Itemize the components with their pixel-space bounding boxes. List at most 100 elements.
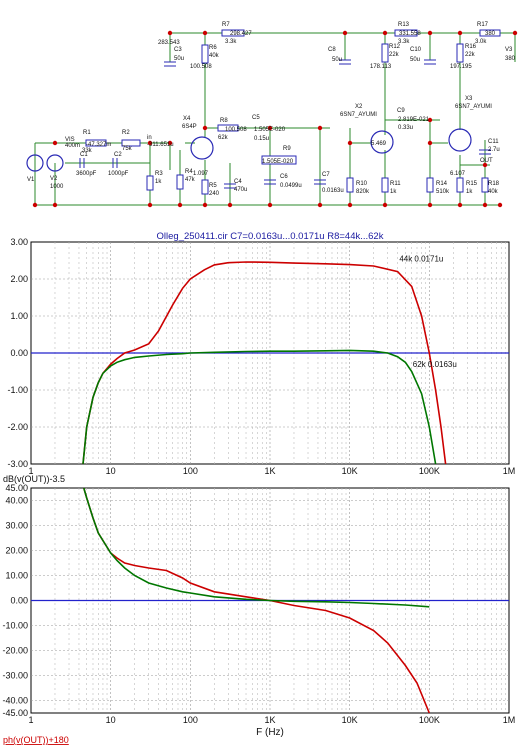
schematic-label-r16n: 197.195 bbox=[450, 64, 472, 70]
schematic-label-c6v: 0.0499u bbox=[280, 183, 302, 189]
schematic-label-r5: R5 bbox=[209, 183, 217, 189]
schematic-label-r7k: 3.3k bbox=[225, 39, 237, 45]
schematic-label-c11v: 2.7u bbox=[488, 147, 500, 153]
x-tick-label: 10 bbox=[106, 466, 116, 476]
y-tick-label: 0.00 bbox=[10, 348, 28, 358]
schematic-label-r4: R4 bbox=[185, 169, 193, 175]
schematic-label-c4v: 470u bbox=[234, 187, 247, 193]
schematic-label-v2v: 1000 bbox=[50, 184, 64, 190]
x-tick-label: 1M bbox=[503, 715, 516, 725]
phase-chart: 45.00 40.00 30.00 20.00 10.00 0.00 -10.00 -20.0… bbox=[2, 483, 515, 745]
schematic-label-r1k: 33k bbox=[82, 148, 93, 154]
schematic-label-c10: C10 bbox=[410, 47, 422, 53]
y-tick-label: 45.00 bbox=[5, 483, 28, 493]
schematic-label-c7v: 0.0163u bbox=[322, 188, 344, 194]
schematic-label-r9: R9 bbox=[283, 146, 291, 152]
schematic-label-r15v: 1k bbox=[466, 189, 473, 195]
schematic-label-r7: R7 bbox=[222, 22, 230, 28]
schematic-label-r12v: 22k bbox=[389, 52, 400, 58]
schematic-label-r10v: 820k bbox=[356, 189, 370, 195]
schematic-label-r18v: 40k bbox=[488, 189, 499, 195]
schematic-label-r3v: 1k bbox=[155, 179, 162, 185]
y-axis-label: ph(v(OUT))+180 bbox=[3, 735, 69, 745]
y-tick-label: 0.00 bbox=[10, 596, 28, 606]
schematic-label-r11v: 1k bbox=[390, 189, 397, 195]
schematic-label-r5v: 240 bbox=[209, 191, 220, 197]
schematic-label-x3n: 6.107 bbox=[450, 171, 466, 177]
y-tick-label: -2.00 bbox=[7, 422, 28, 432]
schematic-label-r2: R2 bbox=[122, 130, 130, 136]
schematic-label-x3v: 6SN7_AYUMI bbox=[455, 104, 492, 110]
x-tick-label: 1M bbox=[503, 466, 516, 476]
schematic-label-r1n: -47.327m bbox=[86, 142, 111, 148]
y-tick-label: -30.00 bbox=[2, 671, 28, 681]
schematic-label-x2v: 6SN7_AYUMI bbox=[340, 112, 377, 118]
schematic-label-r1: R1 bbox=[83, 130, 91, 136]
plot-area: 3.002.001.000.00-1.00-2.00-3.001 10 100 1K 1… bbox=[2, 231, 515, 745]
x-tick-label: 100 bbox=[183, 715, 198, 725]
schematic-label-c3v: 50u bbox=[174, 56, 184, 62]
schematic-label-r14: R14 bbox=[436, 181, 448, 187]
schematic-label-inv: -311.651u bbox=[147, 142, 174, 148]
schematic-label-c3: C3 bbox=[174, 47, 182, 53]
schematic-label-r14v: 510k bbox=[436, 189, 450, 195]
schematic-label-c7: C7 bbox=[322, 172, 330, 178]
x-axis-label: F (Hz) bbox=[256, 727, 284, 738]
schematic-label-r6: R6 bbox=[209, 45, 217, 51]
schematic-label-r1v: 400m bbox=[65, 143, 80, 149]
schematic-label-c8: C8 bbox=[328, 47, 336, 53]
x-tick-label: 100K bbox=[419, 715, 440, 725]
y-tick-label: 2.00 bbox=[10, 274, 28, 284]
schematic-label-x2n: 5.469 bbox=[371, 141, 387, 147]
schematic-label-v2: V2 bbox=[50, 176, 58, 182]
schematic-label-r16: R16 bbox=[465, 44, 477, 50]
schematic-label-r12: R12 bbox=[389, 44, 401, 50]
schematic-label-r16v: 22k bbox=[465, 52, 476, 58]
magnitude-chart: 3.00 2.00 1.00 0.00 -1.00 -2.00 -3.001 10 100 1K 1… bbox=[3, 231, 515, 484]
schematic-label-c2: C2 bbox=[114, 152, 122, 158]
schematic-label-r6v: 40k bbox=[209, 53, 220, 59]
schematic-label-r18: R18 bbox=[488, 181, 500, 187]
schematic-label-r6n: 100.508 bbox=[190, 64, 212, 70]
schematic-label-out: OUT bbox=[480, 158, 493, 164]
schematic-label-in: in bbox=[147, 135, 152, 141]
y-tick-label: -40.00 bbox=[2, 696, 28, 706]
series-line-1 bbox=[82, 261, 447, 464]
x-tick-label: 100 bbox=[183, 466, 198, 476]
schematic-label-c1v: 3600pF bbox=[76, 171, 97, 177]
schematic-label-x4n: 1.097 bbox=[193, 171, 209, 177]
schematic-label-r10: R10 bbox=[356, 181, 368, 187]
schematic-label-v3v: 380 bbox=[505, 56, 516, 62]
schematic-label-r12n: 178.113 bbox=[370, 64, 392, 70]
schematic-label-c4: C4 bbox=[234, 179, 242, 185]
schematic-label-c5v: 0.15u bbox=[254, 136, 269, 142]
y-tick-label: 30.00 bbox=[5, 521, 28, 531]
x-tick-label: 10K bbox=[342, 715, 358, 725]
x-tick-label: 1 bbox=[28, 715, 33, 725]
schematic-label-x2: X2 bbox=[355, 104, 363, 110]
schematic-label-v3: V3 bbox=[505, 47, 513, 53]
schematic-label-c2v: 1000pF bbox=[108, 171, 129, 177]
schematic-label-c5n: 1.505E-020 bbox=[254, 127, 286, 133]
schematic-label-c3n: 283.543 bbox=[158, 40, 180, 46]
schematic-label-r17v: 380 bbox=[485, 31, 496, 37]
curve-annotation: 62k 0.0163u bbox=[413, 360, 457, 369]
schematic-label-r13: R13 bbox=[398, 22, 410, 28]
schematic-label-vis: VIS bbox=[65, 137, 75, 143]
schematic-label-r8n: 100.508 bbox=[225, 127, 247, 133]
series-line-2 bbox=[83, 488, 430, 608]
schematic-label-c6: C6 bbox=[280, 174, 288, 180]
schematic-label-c10v: 50u bbox=[410, 57, 420, 63]
schematic-label-r17k: 3.0k bbox=[475, 39, 487, 45]
y-tick-label: 1.00 bbox=[10, 311, 28, 321]
schematic-label-r8v: 62k bbox=[218, 135, 229, 141]
schematic-label-r2v: 75k bbox=[122, 146, 133, 152]
schematic-label-c5: C5 bbox=[252, 115, 260, 121]
schematic-label-c1: C1 bbox=[80, 152, 88, 158]
schematic-label-c9n: 2.819E-021 bbox=[398, 117, 430, 123]
schematic-label-r11: R11 bbox=[390, 181, 401, 187]
schematic-label-c8v: 50u bbox=[332, 57, 342, 63]
x-tick-label: 1K bbox=[264, 466, 275, 476]
x-tick-label: 10K bbox=[342, 466, 358, 476]
schematic-label-v1: V1 bbox=[27, 177, 35, 183]
